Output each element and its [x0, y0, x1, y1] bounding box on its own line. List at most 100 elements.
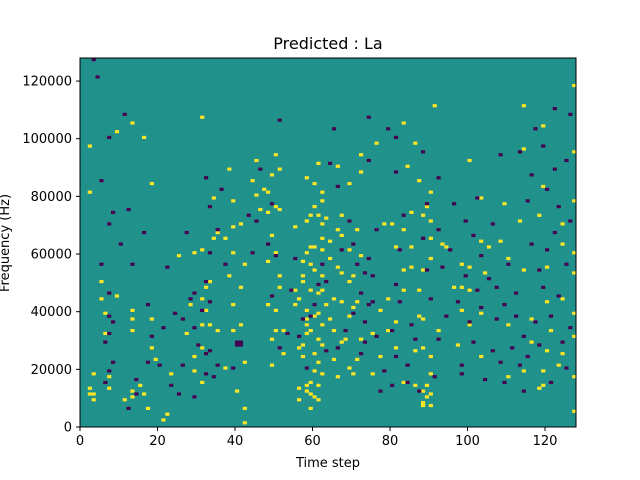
heatmap-cell-low: [374, 334, 379, 338]
heatmap-cell-high: [355, 300, 360, 304]
heatmap-cell-low: [196, 343, 201, 347]
heatmap-cell-high: [242, 406, 247, 410]
heatmap-cell-low: [312, 303, 317, 307]
heatmap-cell-high: [421, 317, 426, 321]
heatmap-cell-low: [180, 363, 185, 367]
heatmap-cell-high: [231, 199, 236, 203]
heatmap-cell-high: [541, 184, 546, 189]
heatmap-cell-low: [238, 340, 244, 344]
heatmap-cell-low: [269, 294, 275, 298]
heatmap-cell-high: [421, 268, 426, 272]
heatmap-cell-high: [316, 360, 321, 364]
heatmap-cell-low: [366, 256, 371, 261]
y-tick-label: 40000: [31, 305, 72, 320]
heatmap-cell-low: [421, 150, 426, 154]
heatmap-cell-high: [320, 190, 325, 194]
heatmap-cell-high: [192, 354, 197, 359]
heatmap-cell-low: [545, 187, 550, 191]
x-axis-label: Time step: [295, 456, 360, 471]
heatmap-cell-low: [483, 377, 488, 382]
heatmap-cell-low: [223, 262, 228, 266]
heatmap-cell-high: [300, 343, 306, 347]
heatmap-cell-high: [417, 288, 422, 292]
heatmap-cell-low: [424, 202, 430, 206]
heatmap-cell-high: [390, 222, 395, 226]
heatmap-cell-high: [266, 259, 271, 263]
heatmap-cell-high: [122, 398, 127, 402]
heatmap-cell-low: [359, 352, 364, 356]
heatmap-cell-high: [545, 265, 550, 269]
heatmap-cell-low: [475, 196, 480, 200]
heatmap-cell-high: [424, 383, 430, 387]
heatmap-cell-high: [467, 265, 472, 269]
heatmap-cell-low: [130, 262, 135, 266]
heatmap-cell-high: [130, 328, 135, 333]
heatmap-cell-low: [393, 170, 399, 174]
heatmap-cell-low: [552, 230, 557, 235]
heatmap-cell-high: [269, 337, 275, 341]
heatmap-cell-high: [238, 285, 244, 289]
heatmap-cell-high: [258, 207, 263, 212]
heatmap-cell-high: [339, 271, 344, 275]
heatmap-cell-low: [362, 271, 368, 275]
heatmap-cell-high: [320, 288, 325, 292]
heatmap-cell-high: [200, 297, 205, 301]
heatmap-cell-low: [378, 389, 383, 393]
heatmap-cell-high: [138, 383, 143, 387]
heatmap-cell-low: [111, 210, 116, 214]
heatmap-cell-high: [335, 228, 340, 232]
heatmap-cell-high: [401, 228, 406, 232]
heatmap-cell-high: [142, 392, 147, 396]
heatmap-cell-high: [331, 297, 337, 301]
heatmap-cell-high: [409, 245, 414, 249]
heatmap-cell-high: [572, 409, 577, 413]
heatmap-cell-high: [401, 288, 406, 292]
heatmap-cell-high: [320, 248, 325, 252]
heatmap-cell-high: [421, 213, 426, 217]
heatmap-cell-high: [506, 323, 511, 327]
heatmap-cell-high: [479, 311, 484, 315]
heatmap-cell-low: [165, 265, 170, 269]
heatmap-cell-high: [428, 354, 433, 359]
heatmap-cell-high: [149, 346, 154, 350]
heatmap-cell-high: [498, 239, 503, 243]
plot-frame: [79, 57, 577, 428]
heatmap-cell-low: [339, 248, 344, 252]
heatmap-cell-high: [250, 179, 255, 183]
heatmap-cell-high: [347, 181, 352, 186]
heatmap-cell-low: [184, 230, 189, 235]
heatmap-cell-high: [347, 279, 352, 284]
heatmap-cell-low: [479, 305, 484, 310]
heatmap-cell-high: [231, 328, 236, 333]
heatmap-cell-high: [339, 233, 344, 238]
heatmap-cell-high: [273, 308, 278, 312]
heatmap-cell-high: [242, 421, 247, 425]
heatmap-cell-low: [215, 228, 220, 232]
heatmap-cell-low: [490, 349, 495, 353]
heatmap-cell-low: [304, 366, 309, 370]
heatmap-cell-high: [87, 392, 92, 396]
heatmap-cell-high: [351, 372, 356, 376]
heatmap-cell-low: [285, 331, 290, 336]
heatmap-cell-low: [510, 346, 515, 350]
heatmap-cell-high: [169, 372, 174, 376]
heatmap-cell-high: [304, 251, 309, 255]
heatmap-cell-high: [324, 216, 329, 220]
heatmap-cell-low: [436, 176, 441, 180]
heatmap-cell-high: [269, 363, 275, 367]
heatmap-cell-high: [343, 337, 348, 341]
heatmap-cell-high: [339, 340, 344, 344]
heatmap-cell-low: [107, 314, 112, 318]
heatmap-cell-high: [207, 279, 213, 284]
heatmap-cell-high: [548, 328, 554, 333]
heatmap-cell-high: [428, 236, 433, 240]
heatmap-cell-low: [517, 150, 523, 154]
heatmap-cell-high: [130, 395, 135, 399]
heatmap-cell-low: [502, 303, 507, 307]
heatmap-cell-high: [413, 383, 418, 387]
heatmap-cell-high: [91, 372, 96, 376]
heatmap-cell-low: [548, 314, 554, 318]
heatmap-cell-high: [378, 308, 383, 312]
heatmap-cell-low: [393, 354, 399, 359]
heatmap-cell-low: [401, 213, 406, 217]
